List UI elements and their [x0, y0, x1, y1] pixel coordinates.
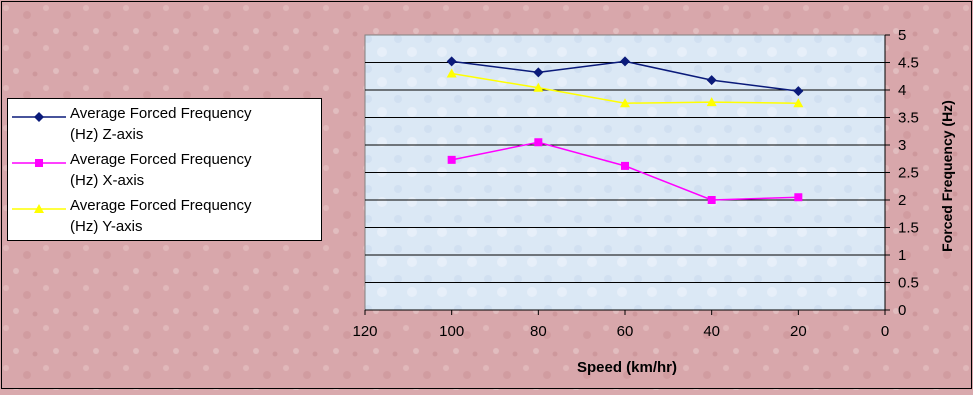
legend-item-x-axis: Average Forced Frequency (Hz) X-axis: [8, 149, 323, 193]
y-tick-label: 0.5: [898, 275, 919, 292]
legend-label-y-line2: (Hz) Y-axis: [70, 218, 143, 235]
y-axis-title: Forced Frequency (Hz): [939, 100, 955, 252]
legend-swatch-y: [12, 204, 66, 213]
data-point: [794, 193, 803, 202]
legend-label-x-line2: (Hz) X-axis: [70, 172, 145, 189]
data-point: [533, 82, 544, 92]
legend-label-y: Average Forced Frequency (Hz) Y-axis: [70, 195, 320, 237]
data-point: [620, 98, 630, 108]
legend-swatch-x: [12, 159, 66, 167]
data-point: [446, 56, 457, 67]
legend-item-y-axis: Average Forced Frequency (Hz) Y-axis: [8, 195, 323, 239]
x-tick-label: 100: [439, 323, 464, 340]
data-point: [707, 196, 716, 204]
y-tick-label: 3.5: [898, 110, 919, 127]
data-point: [447, 155, 456, 164]
legend-label-z: Average Forced Frequency (Hz) Z-axis: [70, 103, 320, 145]
y-tick-label: 2.5: [898, 165, 919, 182]
x-tick-label: 20: [790, 323, 807, 340]
legend-label-z-line1: Average Forced Frequency: [70, 105, 252, 122]
data-point: [534, 138, 543, 147]
data-point: [621, 161, 629, 170]
y-tick-label: 0: [898, 302, 906, 319]
data-point: [706, 75, 717, 86]
legend: Average Forced Frequency (Hz) Z-axis Aver…: [7, 98, 322, 241]
legend-item-z-axis: Average Forced Frequency (Hz) Z-axis: [8, 103, 323, 147]
y-tick-label: 2: [898, 192, 906, 209]
y-tick-label: 1: [898, 247, 906, 264]
y-tick-label: 4: [898, 82, 906, 99]
data-point: [620, 56, 630, 67]
legend-label-x: Average Forced Frequency (Hz) X-axis: [70, 149, 320, 191]
series-layer: [446, 56, 804, 204]
legend-label-x-line1: Average Forced Frequency: [70, 151, 252, 168]
series-1: [446, 56, 804, 97]
data-point: [446, 68, 457, 78]
y-tick-label: 1.5: [898, 220, 919, 237]
x-axis-title: Speed (km/hr): [577, 359, 677, 376]
legend-label-z-line2: (Hz) Z-axis: [70, 126, 144, 143]
y-tick-label: 3: [898, 137, 906, 154]
x-tick-label: 80: [530, 323, 547, 340]
legend-label-y-line1: Average Forced Frequency: [70, 197, 252, 214]
x-tick-label: 120: [352, 323, 377, 340]
y-tick-label: 5: [898, 27, 906, 44]
data-point: [793, 98, 804, 108]
x-tick-label: 0: [881, 323, 889, 340]
series-3: [446, 68, 804, 108]
y-tick-label: 4.5: [898, 55, 919, 72]
x-tick-label: 60: [617, 323, 634, 340]
data-point: [706, 97, 717, 107]
axes: 0 0.5 1 1.5 2 2.5 3 3.5 4 4.5 5 120 100 80 60 40 20 0: [352, 27, 918, 340]
legend-swatch-z: [12, 112, 66, 122]
data-point: [793, 86, 804, 97]
series-2: [447, 138, 803, 204]
data-point: [533, 67, 544, 78]
x-tick-label: 40: [703, 323, 720, 340]
